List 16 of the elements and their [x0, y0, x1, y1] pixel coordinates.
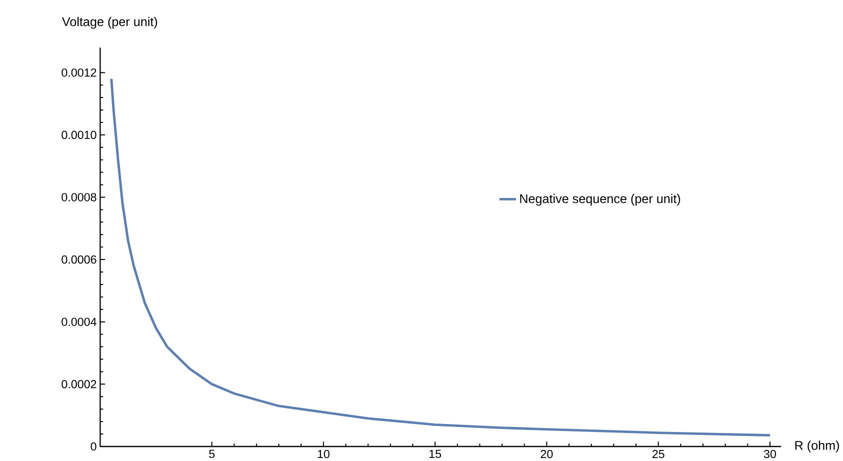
- x-tick-label: 30: [764, 450, 776, 458]
- y-tick-label: 0.0002: [62, 380, 96, 388]
- x-tick-label: 20: [540, 450, 553, 458]
- x-axis-title: R (ohm): [795, 440, 839, 452]
- x-tick-label: 10: [318, 450, 330, 458]
- y-tick-label: 0.0006: [62, 255, 96, 264]
- x-tick-label: 25: [652, 450, 664, 458]
- legend-label: Negative sequence (per unit): [520, 194, 680, 206]
- y-tick-label: 0.0010: [62, 130, 96, 139]
- x-tick-label: 15: [429, 450, 442, 458]
- x-tick-label: 5: [209, 450, 215, 458]
- y-tick-label: 0.0004: [62, 318, 96, 326]
- y-axis-title: Voltage (per unit): [62, 16, 158, 28]
- y-tick-label: 0: [90, 442, 96, 450]
- y-tick-label: 0.0012: [62, 68, 96, 77]
- y-tick-label: 0.0008: [62, 192, 96, 202]
